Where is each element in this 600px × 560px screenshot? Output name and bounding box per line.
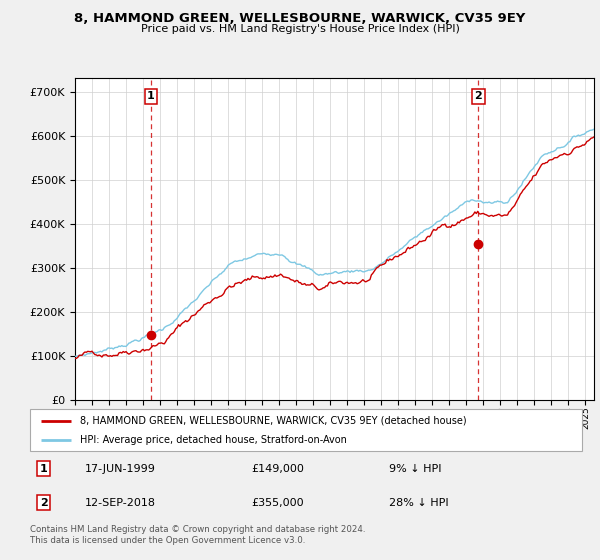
Text: 8, HAMMOND GREEN, WELLESBOURNE, WARWICK, CV35 9EY (detached house): 8, HAMMOND GREEN, WELLESBOURNE, WARWICK,… bbox=[80, 416, 466, 426]
Text: 1: 1 bbox=[147, 91, 155, 101]
Text: £355,000: £355,000 bbox=[251, 498, 304, 508]
FancyBboxPatch shape bbox=[30, 409, 582, 451]
Text: 2: 2 bbox=[475, 91, 482, 101]
Text: 2: 2 bbox=[40, 498, 47, 508]
Text: 17-JUN-1999: 17-JUN-1999 bbox=[85, 464, 156, 474]
Text: 1: 1 bbox=[40, 464, 47, 474]
Text: 12-SEP-2018: 12-SEP-2018 bbox=[85, 498, 156, 508]
Text: Price paid vs. HM Land Registry's House Price Index (HPI): Price paid vs. HM Land Registry's House … bbox=[140, 24, 460, 34]
Text: HPI: Average price, detached house, Stratford-on-Avon: HPI: Average price, detached house, Stra… bbox=[80, 435, 347, 445]
Text: 28% ↓ HPI: 28% ↓ HPI bbox=[389, 498, 448, 508]
Text: 9% ↓ HPI: 9% ↓ HPI bbox=[389, 464, 442, 474]
Text: Contains HM Land Registry data © Crown copyright and database right 2024.
This d: Contains HM Land Registry data © Crown c… bbox=[30, 525, 365, 545]
Text: 8, HAMMOND GREEN, WELLESBOURNE, WARWICK, CV35 9EY: 8, HAMMOND GREEN, WELLESBOURNE, WARWICK,… bbox=[74, 12, 526, 25]
Text: £149,000: £149,000 bbox=[251, 464, 304, 474]
